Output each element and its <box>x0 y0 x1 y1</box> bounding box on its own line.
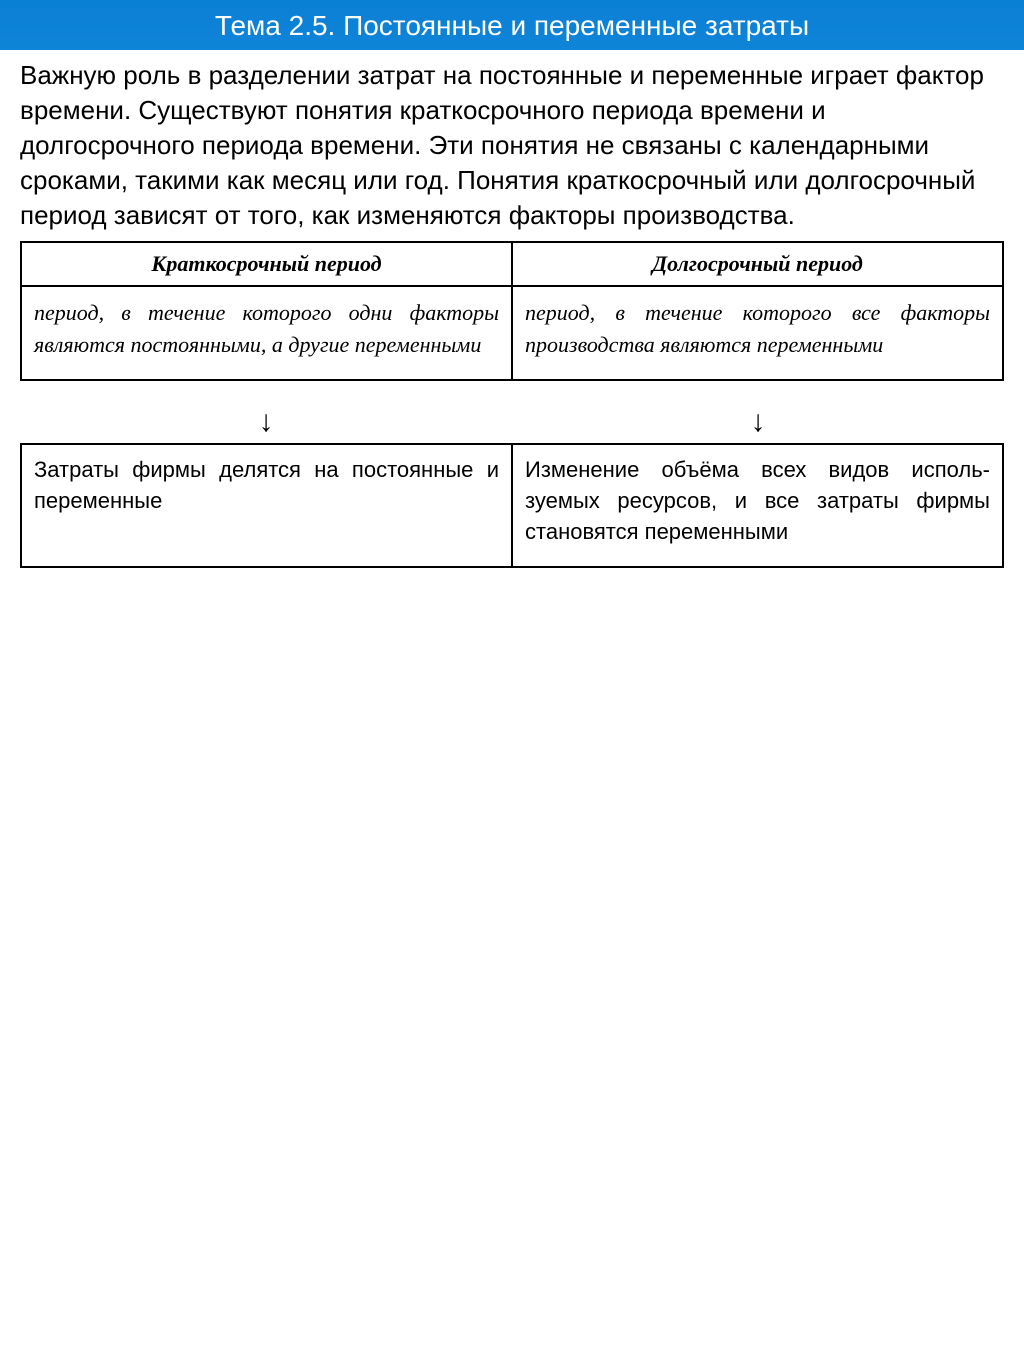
arrow-down-icon: ↓ <box>512 407 1004 437</box>
background-fill <box>0 588 1024 1355</box>
cell-short-term-costs: Затраты фирмы делятся на постоянные и пе… <box>21 444 512 566</box>
header-short-term: Краткосрочный период <box>21 242 512 286</box>
slide-title: Тема 2.5. Постоянные и переменные затрат… <box>0 0 1024 50</box>
definitions-table: Краткосрочный период Долгосрочный период… <box>20 241 1004 381</box>
slide: Тема 2.5. Постоянные и переменные затрат… <box>0 0 1024 767</box>
cell-long-term-def: период, в течение которого все фак­торы … <box>512 286 1003 380</box>
body-paragraph: Важную роль в разделении затрат на посто… <box>0 50 1024 241</box>
table-row: Затраты фирмы делятся на постоянные и пе… <box>21 444 1003 566</box>
cell-short-term-def: период, в течение которого одни факторы … <box>21 286 512 380</box>
table-header-row: Краткосрочный период Долгосрочный период <box>21 242 1003 286</box>
bottom-table: Затраты фирмы делятся на постоянные и пе… <box>20 443 1004 567</box>
arrows-row: ↓ ↓ <box>0 401 1024 443</box>
table-body-row: период, в течение которого одни факторы … <box>21 286 1003 380</box>
cell-long-term-costs: Изменение объёма всех видов исполь­зуемы… <box>512 444 1003 566</box>
header-long-term: Долгосрочный период <box>512 242 1003 286</box>
definitions-table-wrap: Краткосрочный период Долгосрочный период… <box>0 241 1024 401</box>
bottom-table-wrap: Затраты фирмы делятся на постоянные и пе… <box>0 443 1024 587</box>
arrow-down-icon: ↓ <box>20 407 512 437</box>
